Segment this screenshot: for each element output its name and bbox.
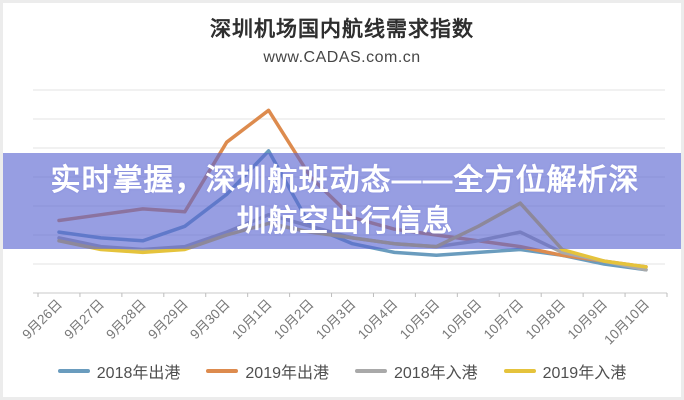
legend-label: 2019年出港 xyxy=(245,365,329,382)
chart-subtitle: www.CADAS.com.cn xyxy=(263,49,421,66)
x-axis-label: 9月28日 xyxy=(103,297,149,343)
chart-legend: 2018年出港 2019年出港 2018年入港 2019年入港 xyxy=(3,359,681,383)
legend-swatch-icon xyxy=(206,369,239,373)
x-axis-label: 9月30日 xyxy=(187,297,233,343)
legend-item-2018年入港[interactable]: 2018年入港 xyxy=(355,359,478,383)
legend-label: 2018年出港 xyxy=(96,365,181,382)
x-axis-label: 10月7日 xyxy=(481,297,527,343)
x-axis-label: 10月6日 xyxy=(439,297,485,343)
legend-swatch-icon xyxy=(355,369,387,373)
legend-item-2019年出港[interactable]: 2019年出港 xyxy=(206,359,329,383)
x-axis-label: 10月2日 xyxy=(271,297,317,343)
x-axis-label: 10月8日 xyxy=(523,297,569,343)
chart-title: 深圳机场国内航线需求指数 xyxy=(210,18,474,41)
legend-item-2019年入港[interactable]: 2019年入港 xyxy=(503,359,627,383)
x-axis-label: 10月10日 xyxy=(601,297,652,348)
caption-overlay-banner: 实时掌握，深圳航班动态——全方位解析深 圳航空出行信息 xyxy=(3,153,681,249)
legend-item-2018年出港[interactable]: 2018年出港 xyxy=(57,359,181,383)
x-axis-label: 10月4日 xyxy=(355,297,401,343)
x-axis-label: 10月1日 xyxy=(229,297,275,343)
x-axis-label: 10月5日 xyxy=(397,297,443,343)
x-axis-label: 9月29日 xyxy=(145,297,191,343)
chart-header: 深圳机场国内航线需求指数 www.CADAS.com.cn xyxy=(3,13,681,67)
x-axis-label: 10月3日 xyxy=(313,297,359,343)
caption-line-2: 圳航空出行信息 xyxy=(236,205,454,238)
legend-swatch-icon xyxy=(503,369,536,373)
legend-label: 2019年入港 xyxy=(542,365,627,382)
caption-line-1: 实时掌握，深圳航班动态——全方位解析深 xyxy=(50,164,640,197)
x-axis-label: 9月26日 xyxy=(19,297,65,343)
x-axis-label: 9月27日 xyxy=(61,297,107,343)
legend-swatch-icon xyxy=(57,369,90,373)
legend-label: 2018年入港 xyxy=(394,365,478,382)
